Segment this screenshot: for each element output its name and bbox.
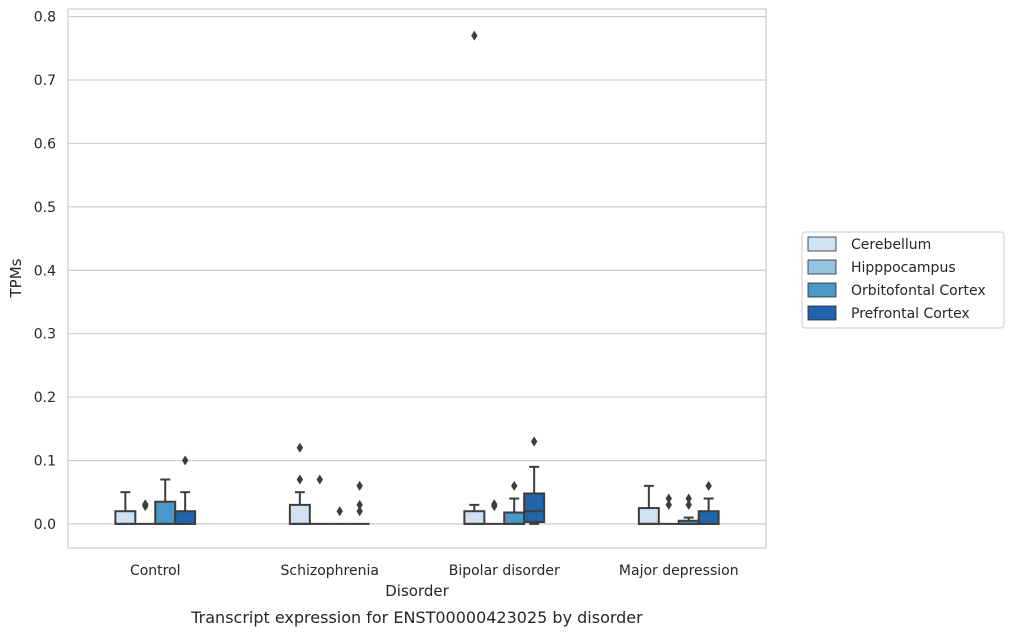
y-tick-label: 0.7 bbox=[34, 73, 56, 89]
outlier-point bbox=[665, 499, 672, 510]
box-prefrontal-cortex bbox=[349, 480, 370, 525]
box-body bbox=[288, 503, 311, 525]
box-body bbox=[463, 510, 486, 525]
box-hipppocampus bbox=[135, 499, 156, 525]
x-tick-label: Schizophrenia bbox=[281, 563, 379, 579]
outlier-point bbox=[142, 499, 149, 510]
y-tick-label: 0.1 bbox=[34, 453, 56, 469]
outlier-point bbox=[336, 506, 343, 517]
x-axis-title: Disorder bbox=[385, 582, 449, 600]
box-body bbox=[154, 500, 177, 525]
box-cerebellum bbox=[114, 491, 137, 525]
y-tick-label: 0.2 bbox=[34, 390, 56, 406]
gridlines bbox=[68, 16, 766, 525]
outlier-point bbox=[665, 493, 672, 504]
legend-swatch bbox=[807, 259, 837, 275]
outlier-point bbox=[296, 442, 304, 453]
outlier-point bbox=[685, 493, 692, 504]
outlier-point bbox=[296, 474, 304, 485]
legend-label: Hipppocampus bbox=[851, 260, 956, 276]
box-cerebellum bbox=[463, 30, 486, 525]
outlier-point bbox=[511, 480, 518, 491]
outlier-point bbox=[471, 30, 478, 41]
box-prefrontal-cortex bbox=[174, 455, 197, 525]
legend-frame bbox=[801, 231, 1005, 329]
x-tick-label: Control bbox=[130, 563, 181, 579]
outlier-point bbox=[685, 499, 692, 510]
outlier-point bbox=[491, 499, 498, 510]
legend-label: Prefrontal Cortex bbox=[851, 306, 970, 322]
x-axis-ticks: Control Schizophrenia Bipolar disorder Majo… bbox=[130, 563, 739, 579]
y-tick-label: 0.0 bbox=[34, 517, 56, 533]
box-body bbox=[114, 510, 137, 525]
legend-swatch bbox=[807, 236, 837, 252]
y-axis-ticks: 0.0 0.1 0.2 0.3 0.4 0.5 0.6 0.7 0.8 bbox=[34, 10, 56, 533]
outlier-point bbox=[705, 480, 712, 491]
outlier-point bbox=[356, 499, 363, 510]
y-tick-label: 0.6 bbox=[34, 136, 56, 152]
box-prefrontal-cortex bbox=[523, 436, 546, 525]
outlier-point bbox=[181, 455, 189, 466]
figure-caption: Transcript expression for ENST0000042302… bbox=[190, 608, 643, 627]
y-axis-title: TPMs bbox=[7, 258, 25, 298]
box-hipppocampus bbox=[309, 474, 330, 525]
box-body bbox=[503, 511, 526, 525]
y-tick-label: 0.5 bbox=[34, 200, 56, 216]
box-hipppocampus bbox=[484, 499, 505, 525]
x-tick-label: Bipolar disorder bbox=[449, 563, 560, 579]
box-orbitofontal-cortex bbox=[677, 493, 700, 525]
y-tick-label: 0.3 bbox=[34, 327, 56, 343]
y-tick-label: 0.4 bbox=[34, 263, 56, 279]
outlier-point bbox=[356, 480, 363, 491]
box-orbitofontal-cortex bbox=[154, 478, 177, 525]
box-cerebellum bbox=[288, 442, 311, 525]
outlier-point bbox=[356, 506, 363, 517]
box-hipppocampus bbox=[658, 493, 679, 525]
box-body bbox=[637, 507, 660, 525]
box-orbitofontal-cortex bbox=[503, 480, 526, 525]
legend-swatch bbox=[807, 305, 837, 321]
box-body bbox=[697, 510, 720, 525]
box-groups bbox=[114, 30, 720, 525]
legend-swatch bbox=[807, 282, 837, 298]
y-tick-label: 0.8 bbox=[34, 10, 56, 26]
plot-area-frame bbox=[67, 8, 767, 549]
legend-label: Cerebellum bbox=[851, 237, 931, 253]
outlier-point bbox=[530, 436, 538, 447]
x-tick-label: Major depression bbox=[619, 563, 739, 579]
box-cerebellum bbox=[637, 484, 660, 525]
box-orbitofontal-cortex bbox=[329, 506, 350, 525]
box-body bbox=[174, 510, 197, 525]
legend: Cerebellum Hipppocampus Orbitofontal Corte… bbox=[801, 231, 1005, 329]
box-prefrontal-cortex bbox=[697, 480, 720, 525]
legend-label: Orbitofontal Cortex bbox=[851, 283, 986, 299]
box-body bbox=[523, 492, 546, 524]
outlier-point bbox=[316, 474, 323, 485]
